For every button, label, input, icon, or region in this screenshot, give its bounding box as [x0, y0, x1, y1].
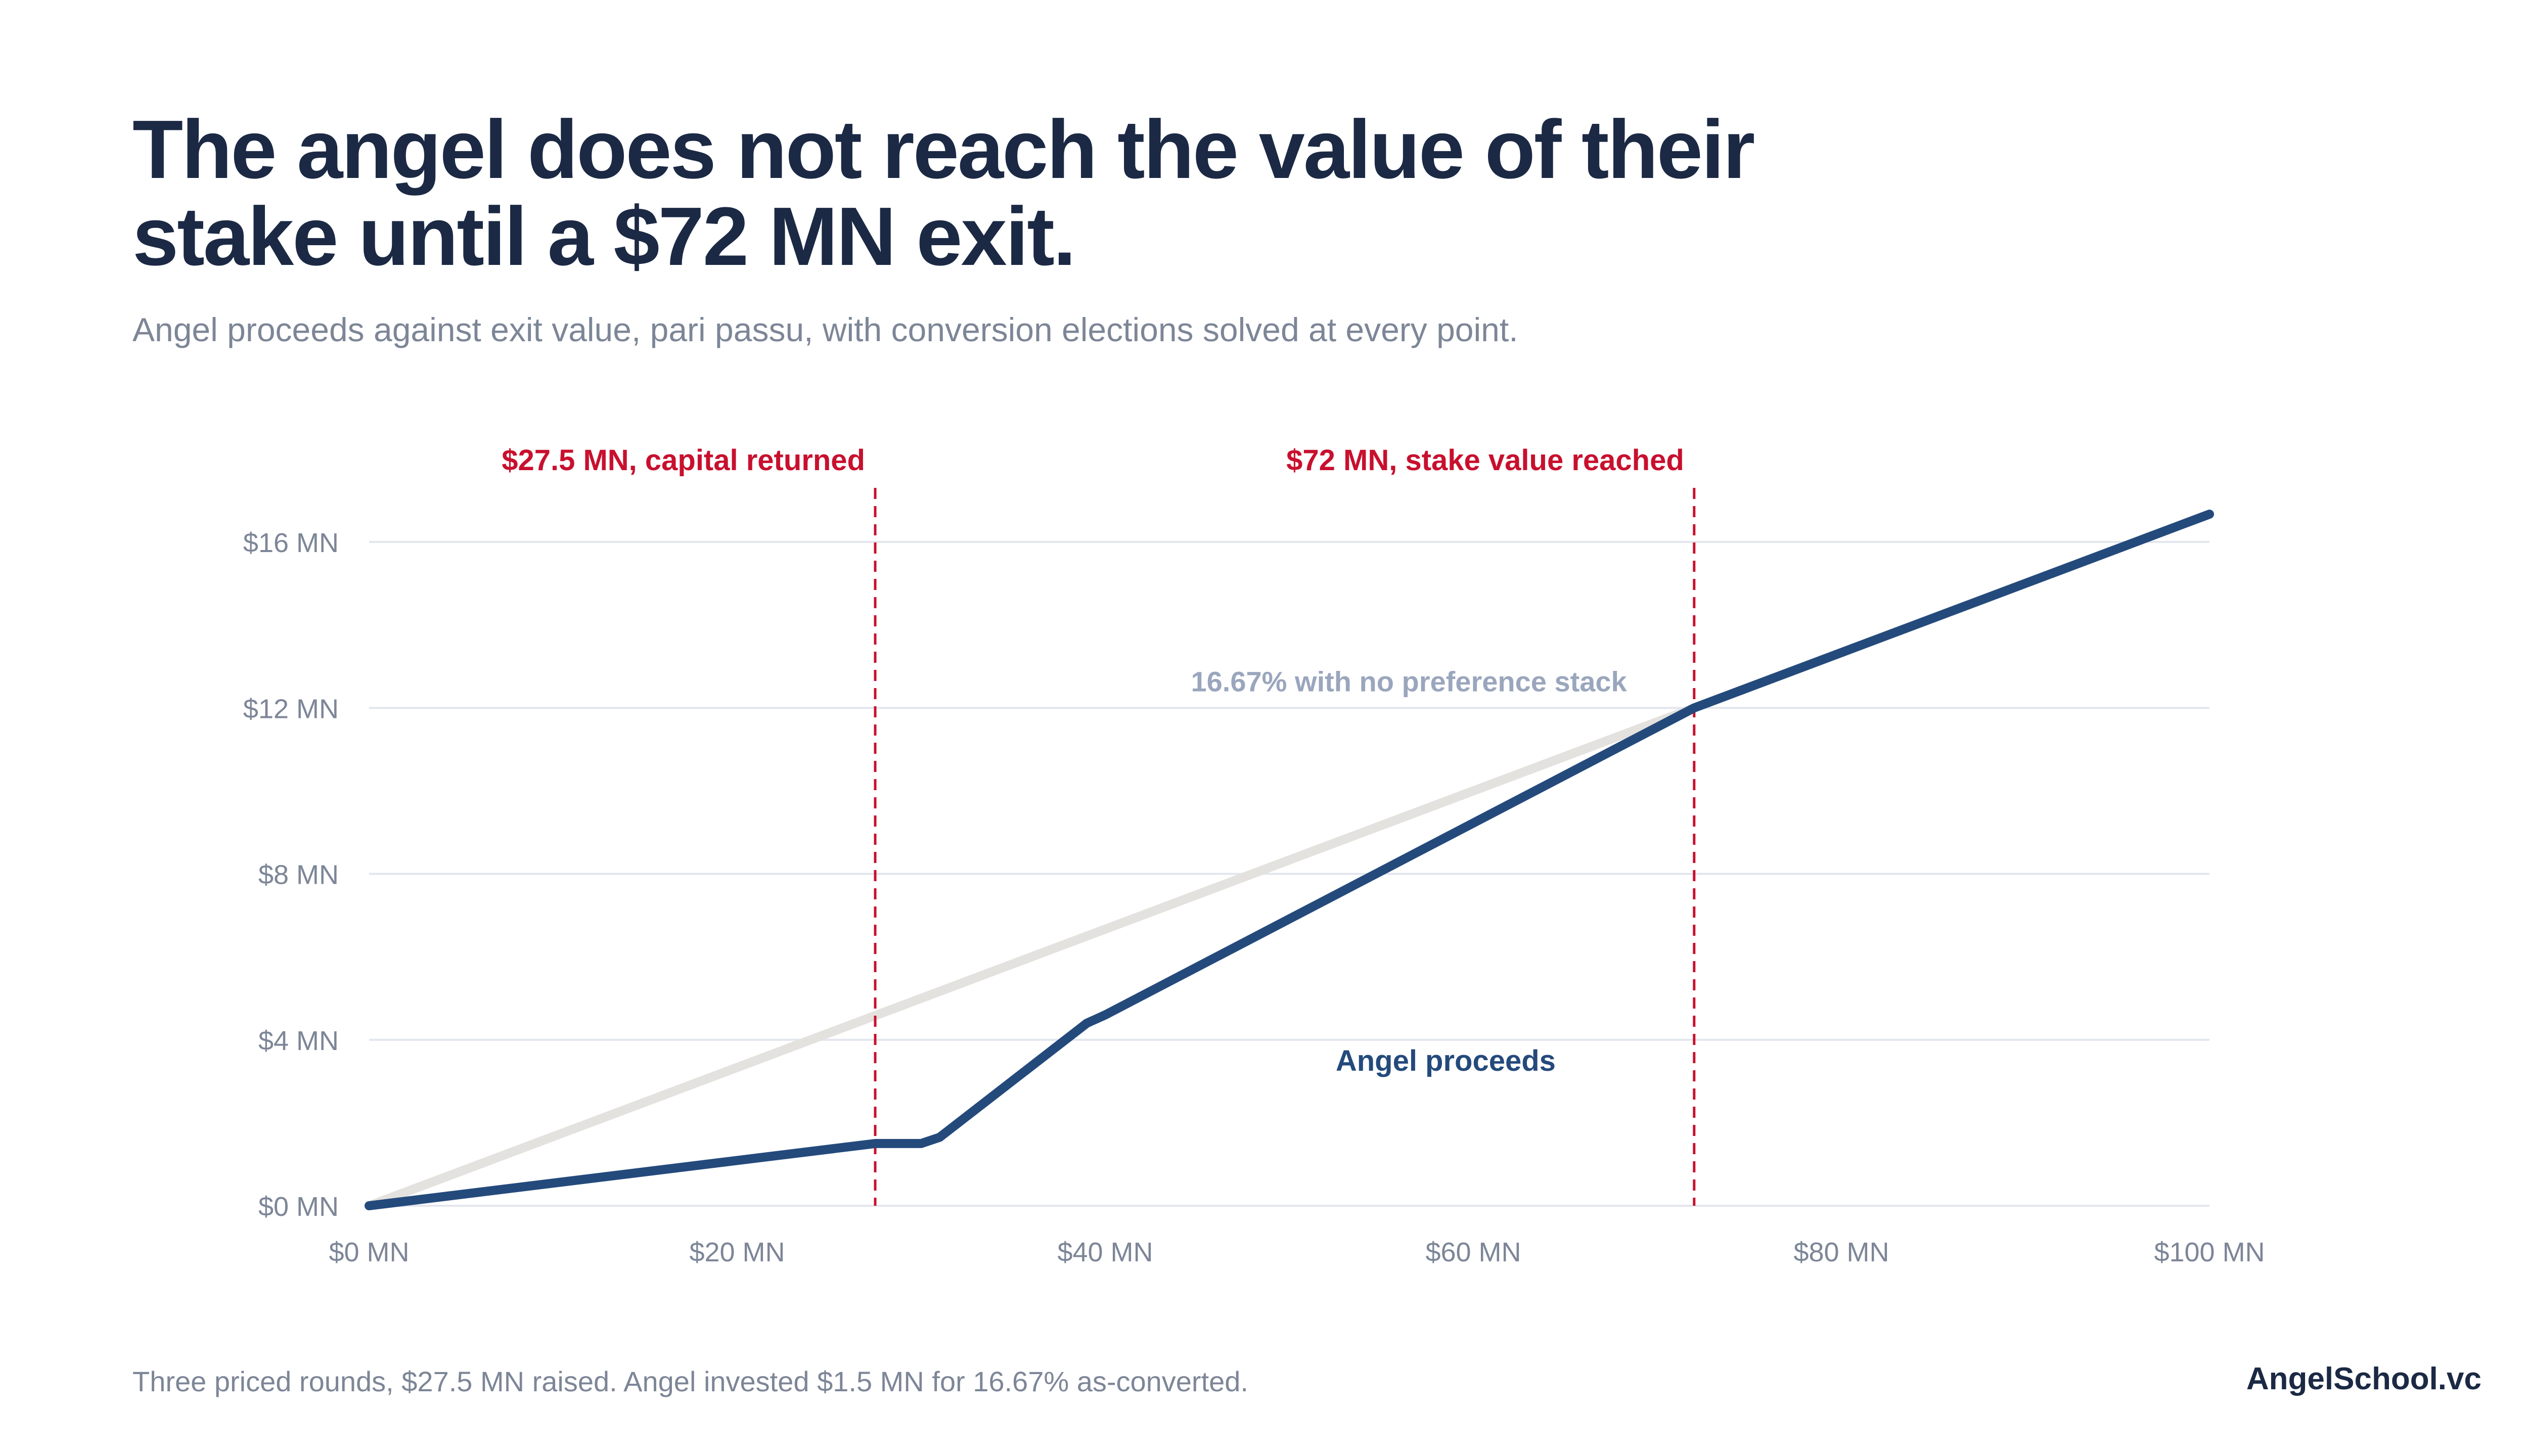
x-tick-label: $60 MN [1425, 1237, 1521, 1267]
annotation-label: $27.5 MN, capital returned [502, 444, 865, 477]
y-tick-label: $16 MN [243, 528, 339, 558]
footer-note: Three priced rounds, $27.5 MN raised. An… [132, 1366, 1248, 1397]
x-tick-label: $40 MN [1057, 1237, 1153, 1267]
x-tick-label: $100 MN [2154, 1237, 2265, 1267]
title-line-2: stake until a $72 MN exit. [132, 190, 1076, 283]
angel-series-label: Angel proceeds [1336, 1044, 1556, 1077]
y-tick-label: $4 MN [258, 1026, 339, 1056]
title-line-1: The angel does not reach the value of th… [132, 103, 1755, 196]
y-tick-label: $12 MN [243, 694, 339, 724]
y-tick-label: $8 MN [258, 860, 339, 890]
angel-proceeds-line [365, 510, 2214, 1210]
chart-subtitle: Angel proceeds against exit value, pari … [132, 311, 1518, 348]
y-tick-label: $0 MN [258, 1192, 339, 1222]
brand-logo-text: AngelSchool.vc [2246, 1361, 2481, 1396]
annotation-label: $72 MN, stake value reached [1286, 444, 1684, 477]
reference-series-label: 16.67% with no preference stack [1191, 665, 1628, 697]
reference-series-line [365, 703, 1699, 1210]
x-tick-label: $0 MN [329, 1237, 409, 1267]
chart-title: The angel does not reach the value of th… [132, 106, 2003, 280]
x-tick-label: $20 MN [689, 1237, 785, 1267]
x-tick-label: $80 MN [1793, 1237, 1889, 1267]
